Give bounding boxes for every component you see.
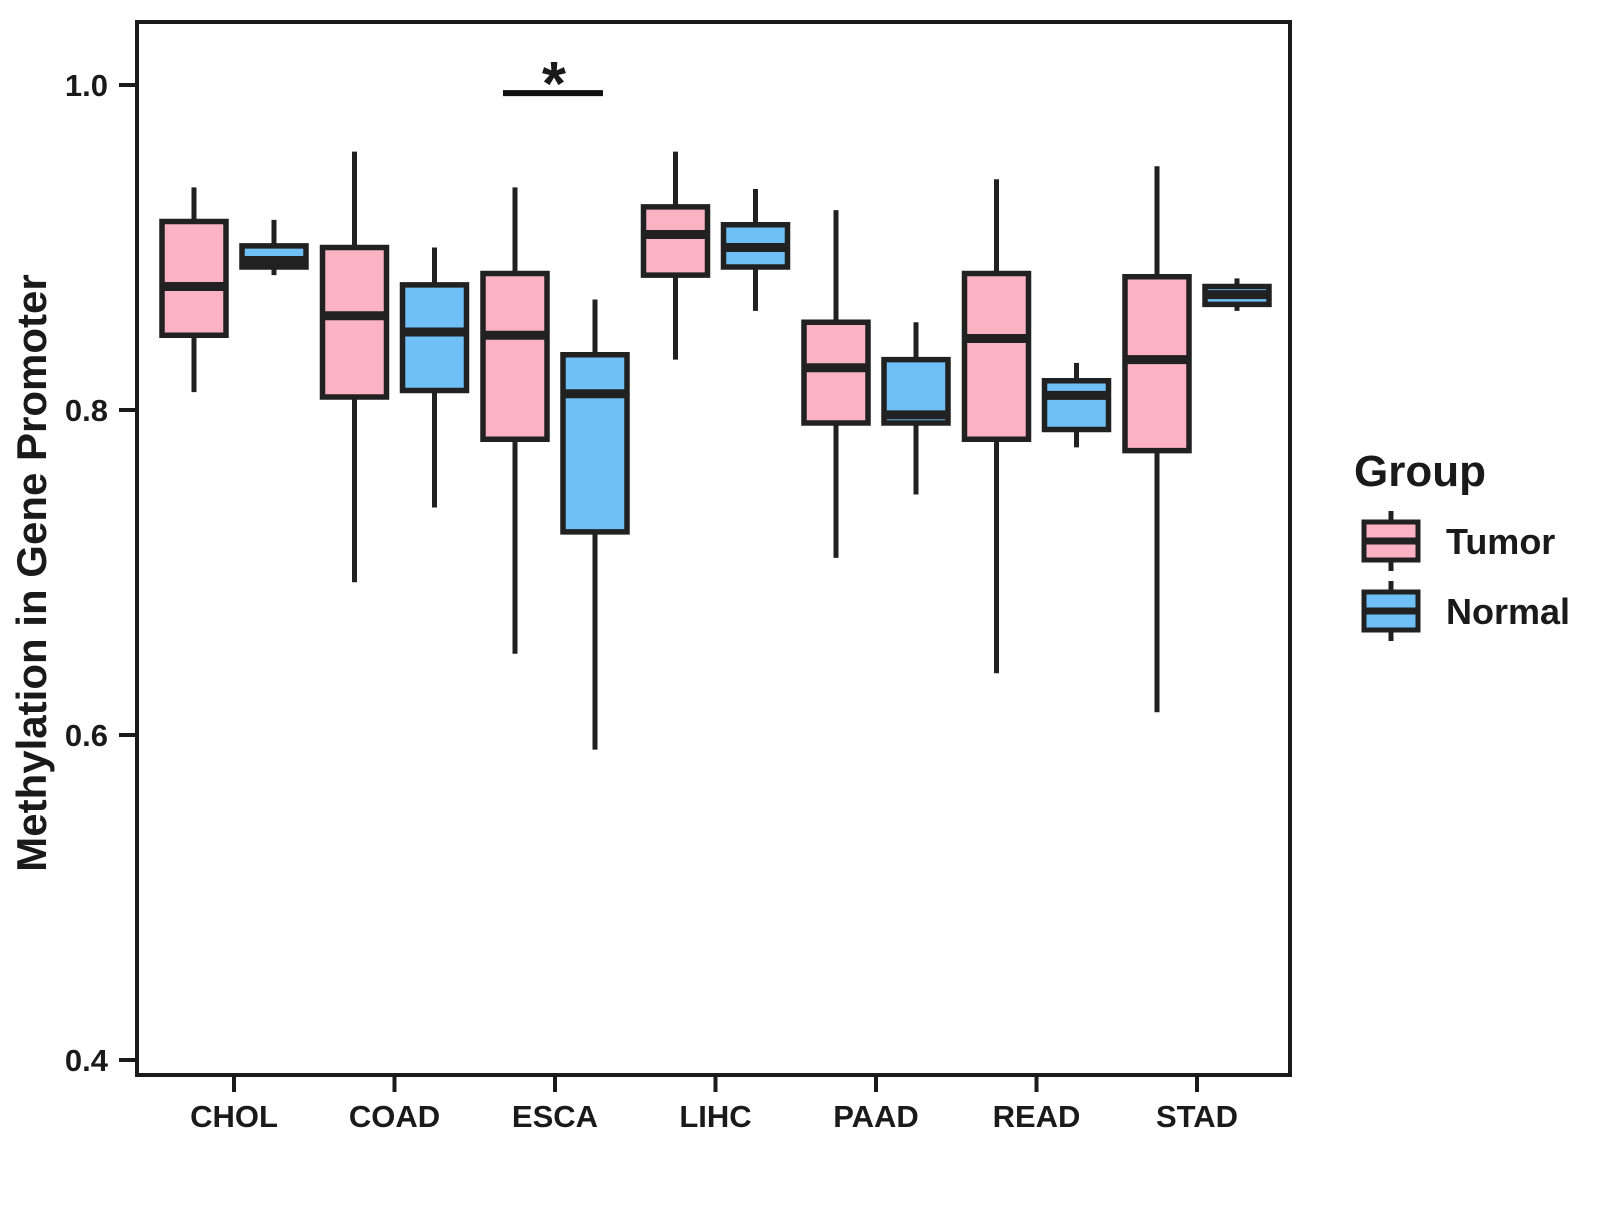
box-lihc-tumor (640, 204, 711, 278)
box-coad-tumor (319, 244, 390, 400)
box-read-tumor (961, 270, 1032, 442)
plot-panel: 1.0 0.8 0.6 0.4 CHOL COAD ESCA LIHC PAAD READ STAD (65, 20, 1292, 1134)
x-tick-label-chol: CHOL (190, 1099, 278, 1134)
y-axis-title: Methylation in Gene Promoter (8, 274, 55, 871)
box-coad-normal (399, 282, 470, 394)
box-read-normal (1041, 378, 1112, 433)
box-esca-normal (560, 352, 630, 535)
legend-key-normal (1361, 581, 1421, 641)
y-tick-label: 0.4 (65, 1043, 109, 1078)
significance-star: * (542, 50, 567, 119)
y-tick-label: 0.8 (65, 393, 108, 428)
box-paad-tumor (801, 319, 871, 426)
x-tick-label-paad: PAAD (833, 1099, 919, 1134)
legend: Group Tumor Normal (1354, 447, 1570, 641)
legend-label-normal: Normal (1446, 591, 1570, 632)
panel-border (135, 20, 1292, 1077)
x-tick-label-coad: COAD (349, 1099, 440, 1134)
x-tick-label-lihc: LIHC (679, 1099, 751, 1134)
y-tick-label: 0.6 (65, 718, 108, 753)
y-tick-label: 1.0 (65, 68, 108, 103)
x-tick-label-esca: ESCA (512, 1099, 598, 1134)
x-tick-label-read: READ (993, 1099, 1081, 1134)
legend-title: Group (1354, 447, 1486, 496)
legend-label-tumor: Tumor (1446, 521, 1555, 562)
box-chol-tumor (159, 218, 229, 338)
x-tick-label-stad: STAD (1156, 1099, 1238, 1134)
box-esca-tumor (480, 270, 550, 442)
legend-key-tumor (1361, 511, 1421, 571)
